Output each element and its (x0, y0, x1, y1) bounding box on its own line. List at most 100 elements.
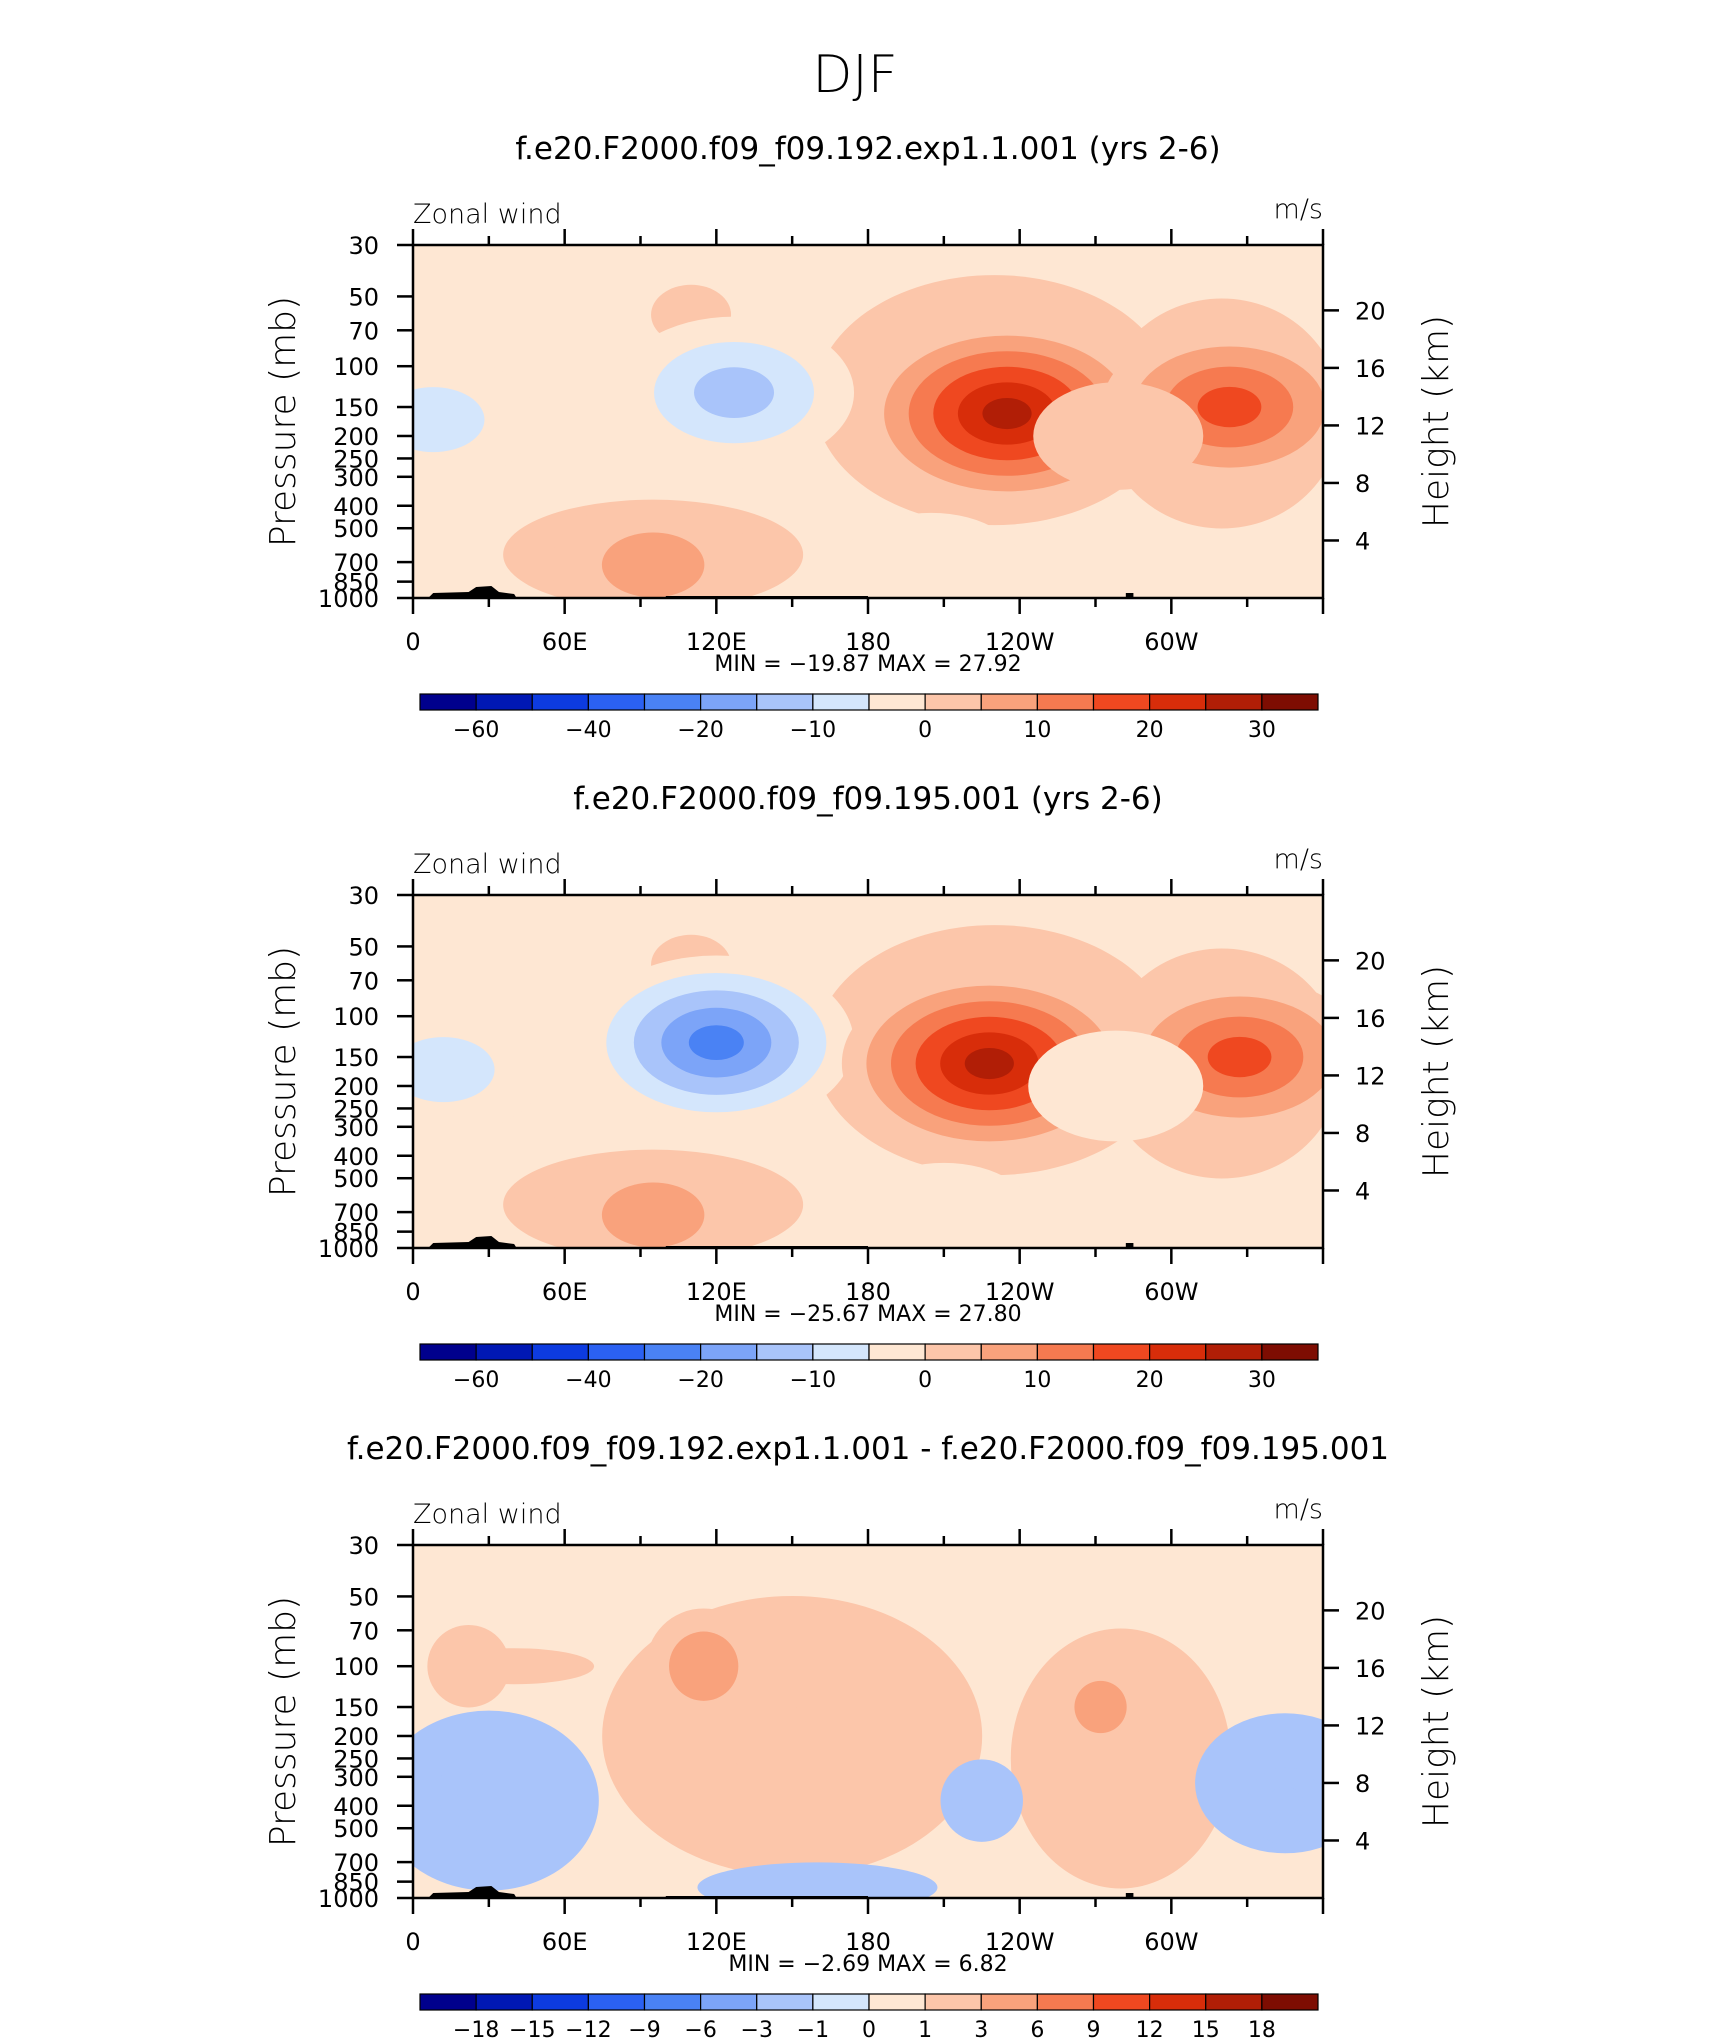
contour-level (1028, 1030, 1204, 1142)
x-tick-label: 120E (686, 628, 747, 656)
colorbar-box (1149, 693, 1207, 711)
y-tick-label: 250 (333, 1095, 379, 1123)
colorbar-label: −3 (741, 2018, 773, 2038)
colorbar-box (419, 1343, 477, 1361)
y-tick-label: 70 (348, 317, 379, 345)
colorbar-label: 1 (918, 2018, 932, 2038)
colorbar-box (1092, 1343, 1151, 1361)
colorbar-box (1205, 1993, 1263, 2011)
colorbar-box (419, 693, 477, 711)
colorbar-label: 20 (1136, 718, 1164, 743)
x-tick-label: 180 (845, 1278, 891, 1306)
colorbar-label: −60 (453, 718, 499, 743)
contour-level (456, 1773, 496, 1812)
colorbar-box (756, 1343, 814, 1361)
contour-level (447, 1645, 490, 1687)
x-tick-label: 60E (542, 628, 588, 656)
y-tick-label: 400 (333, 493, 379, 521)
y2-tick-label: 8 (1355, 1770, 1370, 1798)
y-tick-label: 100 (333, 1653, 379, 1681)
colorbar-label: 30 (1248, 718, 1276, 743)
colorbar-box (587, 693, 646, 711)
y2-tick-label: 20 (1355, 947, 1386, 975)
contour-level (836, 512, 1027, 598)
colorbar-label: −10 (790, 718, 836, 743)
min-max-stats: MIN = −19.87 MAX = 27.92 (714, 652, 1021, 677)
panel-title: f.e20.F2000.f09_f09.192.exp1.1.001 - f.e… (347, 1431, 1389, 1467)
colorbar-box (868, 1993, 926, 2011)
colorbar-box (475, 1993, 533, 2011)
y2-axis-label: Height (km) (1416, 965, 1457, 1178)
y-tick-label: 250 (333, 445, 379, 473)
x-tick-label: 0 (405, 1278, 420, 1306)
x-tick-label: 0 (405, 628, 420, 656)
panel-title: f.e20.F2000.f09_f09.192.exp1.1.001 (yrs … (515, 131, 1220, 167)
colorbar-label: −15 (509, 2018, 555, 2038)
y-tick-label: 850 (333, 1219, 379, 1247)
colorbar-box (868, 693, 926, 711)
x-tick-label: 60W (1144, 628, 1198, 656)
colorbar-box (1261, 1343, 1319, 1361)
contour-level (413, 1037, 495, 1103)
y-tick-label: 30 (348, 882, 379, 910)
colorbar-box (1149, 1343, 1207, 1361)
y2-tick-label: 12 (1355, 1062, 1386, 1090)
colorbar-label: 3 (974, 2018, 988, 2038)
colorbar-box (756, 693, 814, 711)
colorbar-box (924, 1993, 982, 2011)
colorbar-label: −20 (677, 718, 723, 743)
colorbar-label: −18 (453, 2018, 499, 2038)
y2-tick-label: 16 (1355, 1655, 1386, 1683)
field-region (697, 1862, 938, 1898)
y-tick-label: 400 (333, 1793, 379, 1821)
colorbar-label: −40 (565, 1368, 611, 1393)
y2-tick-label: 12 (1355, 412, 1386, 440)
contour-level (601, 1182, 705, 1248)
colorbar-box (587, 1343, 646, 1361)
y-tick-label: 70 (348, 967, 379, 995)
colorbar-box (980, 1343, 1038, 1361)
y-tick-label: 70 (348, 1617, 379, 1645)
panel-3: f.e20.F2000.f09_f09.192.exp1.1.001 - f.e… (263, 1431, 1457, 2038)
x-tick-label: 180 (845, 628, 891, 656)
contour-field (413, 1545, 1323, 1898)
y2-tick-label: 12 (1355, 1712, 1386, 1740)
y-tick-label: 1000 (318, 1885, 379, 1913)
y-tick-label: 150 (333, 394, 379, 422)
colorbar-box (1092, 1993, 1151, 2011)
variable-label: Zonal wind (413, 199, 562, 230)
contour-field (413, 245, 1323, 598)
y-tick-label: 150 (333, 1694, 379, 1722)
colorbar-box (531, 1343, 589, 1361)
colorbar-label: 9 (1087, 2018, 1101, 2038)
y-tick-label: 30 (348, 1532, 379, 1560)
x-tick-label: 60E (542, 1278, 588, 1306)
y-tick-label: 300 (333, 464, 379, 492)
y-tick-label: 50 (348, 933, 379, 961)
colorbar-box (700, 693, 758, 711)
colorbar-box (1092, 693, 1151, 711)
colorbar-label: −20 (677, 1368, 723, 1393)
y-tick-label: 850 (333, 1869, 379, 1897)
colorbar-label: 12 (1136, 2018, 1164, 2038)
colorbar-label: −9 (628, 2018, 660, 2038)
panel-1: f.e20.F2000.f09_f09.192.exp1.1.001 (yrs … (263, 131, 1457, 743)
contour-field (413, 895, 1323, 1248)
colorbar-box (419, 1993, 477, 2011)
contour-level (1033, 382, 1204, 490)
variable-label: Zonal wind (413, 849, 562, 880)
y2-tick-label: 4 (1355, 1177, 1370, 1205)
contour-level (1265, 1786, 1305, 1826)
units-label: m/s (1274, 1494, 1323, 1525)
y-tick-label: 300 (333, 1764, 379, 1792)
colorbar-label: 30 (1248, 1368, 1276, 1393)
x-tick-label: 0 (405, 1928, 420, 1956)
colorbar-box (812, 693, 870, 711)
colorbar-label: 6 (1030, 2018, 1044, 2038)
x-tick-label: 120E (686, 1278, 747, 1306)
y-tick-label: 30 (348, 232, 379, 260)
y2-tick-label: 16 (1355, 1005, 1386, 1033)
panel-title: f.e20.F2000.f09_f09.195.001 (yrs 2-6) (573, 781, 1163, 817)
contour-level (982, 397, 1032, 430)
